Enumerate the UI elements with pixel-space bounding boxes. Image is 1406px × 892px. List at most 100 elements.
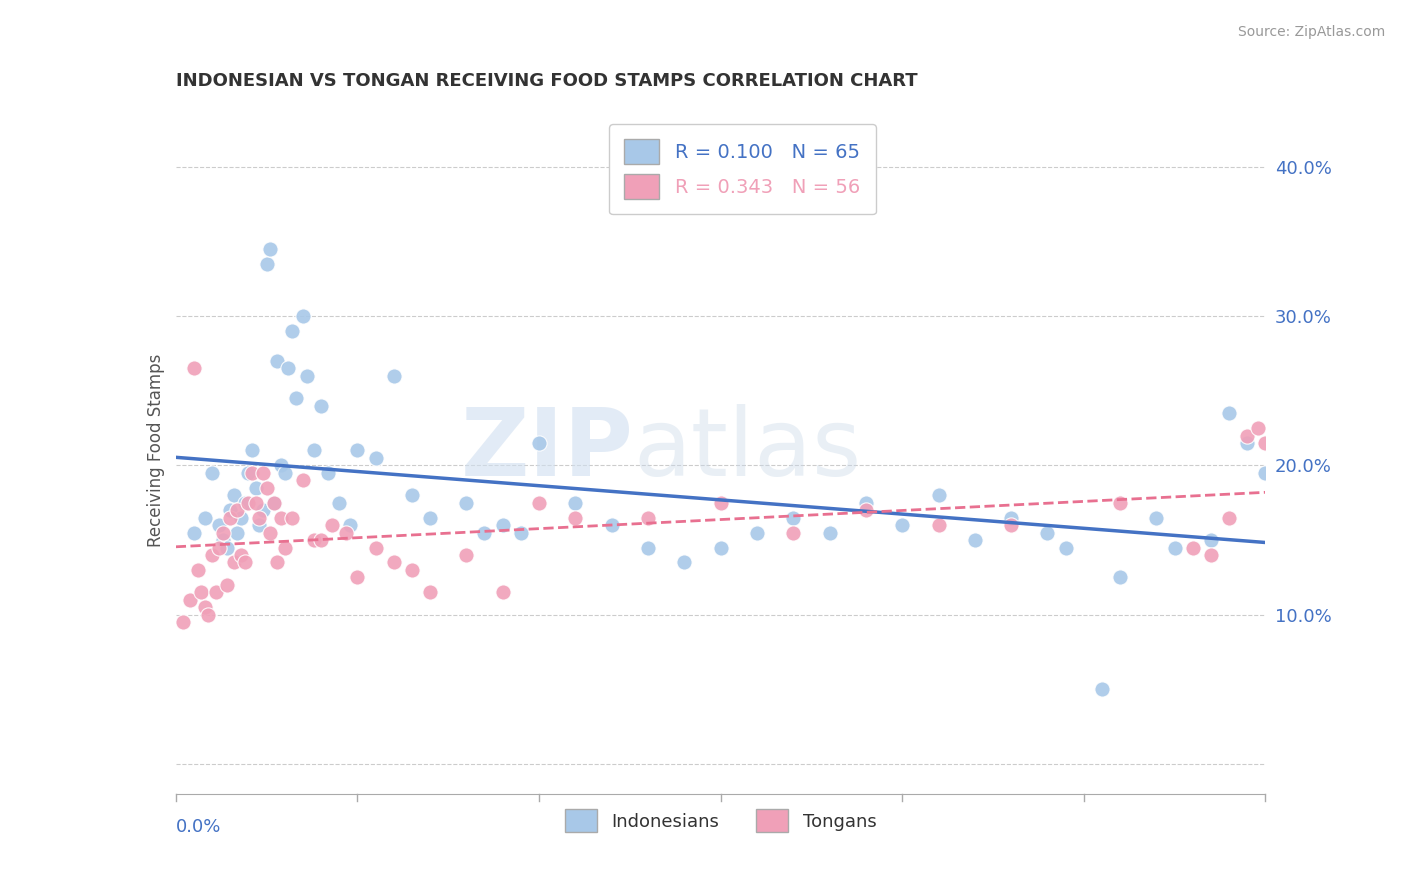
Point xyxy=(456,496,478,510)
Point xyxy=(215,541,238,555)
Point xyxy=(637,510,659,524)
Point xyxy=(364,450,387,465)
Point xyxy=(419,585,441,599)
Point xyxy=(1199,548,1222,562)
Point xyxy=(219,510,242,524)
Point xyxy=(855,503,877,517)
Point xyxy=(222,488,245,502)
Text: 0.0%: 0.0% xyxy=(176,818,221,836)
Point xyxy=(564,496,586,510)
Point xyxy=(564,510,586,524)
Point xyxy=(637,541,659,555)
Point xyxy=(309,533,332,547)
Point xyxy=(600,518,623,533)
Point xyxy=(1036,525,1059,540)
Point xyxy=(259,525,281,540)
Point xyxy=(782,525,804,540)
Point xyxy=(183,525,205,540)
Point xyxy=(240,443,263,458)
Point xyxy=(183,361,205,376)
Point xyxy=(274,541,297,555)
Point xyxy=(335,525,357,540)
Point xyxy=(346,443,368,458)
Point xyxy=(197,607,219,622)
Point xyxy=(245,481,267,495)
Point xyxy=(266,354,288,368)
Point xyxy=(274,466,297,480)
Point xyxy=(270,510,292,524)
Point xyxy=(782,510,804,524)
Point xyxy=(963,533,986,547)
Point xyxy=(1146,510,1168,524)
Point xyxy=(291,309,314,323)
Point xyxy=(190,585,212,599)
Point xyxy=(277,361,299,376)
Point xyxy=(1091,682,1114,697)
Text: Source: ZipAtlas.com: Source: ZipAtlas.com xyxy=(1237,25,1385,39)
Point xyxy=(474,525,496,540)
Point xyxy=(1181,541,1204,555)
Point xyxy=(1199,533,1222,547)
Point xyxy=(928,518,950,533)
Point xyxy=(1218,406,1240,420)
Point xyxy=(1109,570,1132,584)
Point xyxy=(256,257,278,271)
Point xyxy=(266,556,288,570)
Point xyxy=(252,466,274,480)
Point xyxy=(281,510,304,524)
Point xyxy=(1000,510,1022,524)
Point xyxy=(281,324,304,338)
Point xyxy=(231,510,253,524)
Point xyxy=(231,548,253,562)
Point xyxy=(710,541,733,555)
Point xyxy=(492,585,515,599)
Point xyxy=(401,488,423,502)
Point xyxy=(256,481,278,495)
Point xyxy=(247,518,270,533)
Point xyxy=(252,503,274,517)
Point xyxy=(208,518,231,533)
Point xyxy=(240,466,263,480)
Point xyxy=(1000,518,1022,533)
Point xyxy=(263,496,285,510)
Point xyxy=(245,496,267,510)
Point xyxy=(238,466,260,480)
Point xyxy=(318,466,340,480)
Point xyxy=(321,518,343,533)
Point xyxy=(818,525,841,540)
Point xyxy=(212,525,235,540)
Point xyxy=(346,570,368,584)
Point xyxy=(328,496,350,510)
Point xyxy=(401,563,423,577)
Point xyxy=(226,525,249,540)
Point xyxy=(1236,436,1258,450)
Point xyxy=(194,510,217,524)
Point xyxy=(219,503,242,517)
Point xyxy=(382,368,405,383)
Point xyxy=(226,503,249,517)
Point xyxy=(1254,436,1277,450)
Point xyxy=(492,518,515,533)
Point xyxy=(855,496,877,510)
Point xyxy=(509,525,531,540)
Point xyxy=(291,473,314,487)
Point xyxy=(1236,428,1258,442)
Point xyxy=(1254,466,1277,480)
Point xyxy=(364,541,387,555)
Point xyxy=(222,556,245,570)
Point xyxy=(201,466,224,480)
Point xyxy=(891,518,914,533)
Point xyxy=(238,496,260,510)
Point xyxy=(284,391,307,405)
Legend: Indonesians, Tongans: Indonesians, Tongans xyxy=(550,795,891,847)
Point xyxy=(456,548,478,562)
Text: ZIP: ZIP xyxy=(461,404,633,497)
Point xyxy=(302,533,325,547)
Point xyxy=(1054,541,1077,555)
Point xyxy=(247,510,270,524)
Text: INDONESIAN VS TONGAN RECEIVING FOOD STAMPS CORRELATION CHART: INDONESIAN VS TONGAN RECEIVING FOOD STAM… xyxy=(176,72,917,90)
Point xyxy=(270,458,292,473)
Point xyxy=(673,556,696,570)
Point xyxy=(201,548,224,562)
Point xyxy=(302,443,325,458)
